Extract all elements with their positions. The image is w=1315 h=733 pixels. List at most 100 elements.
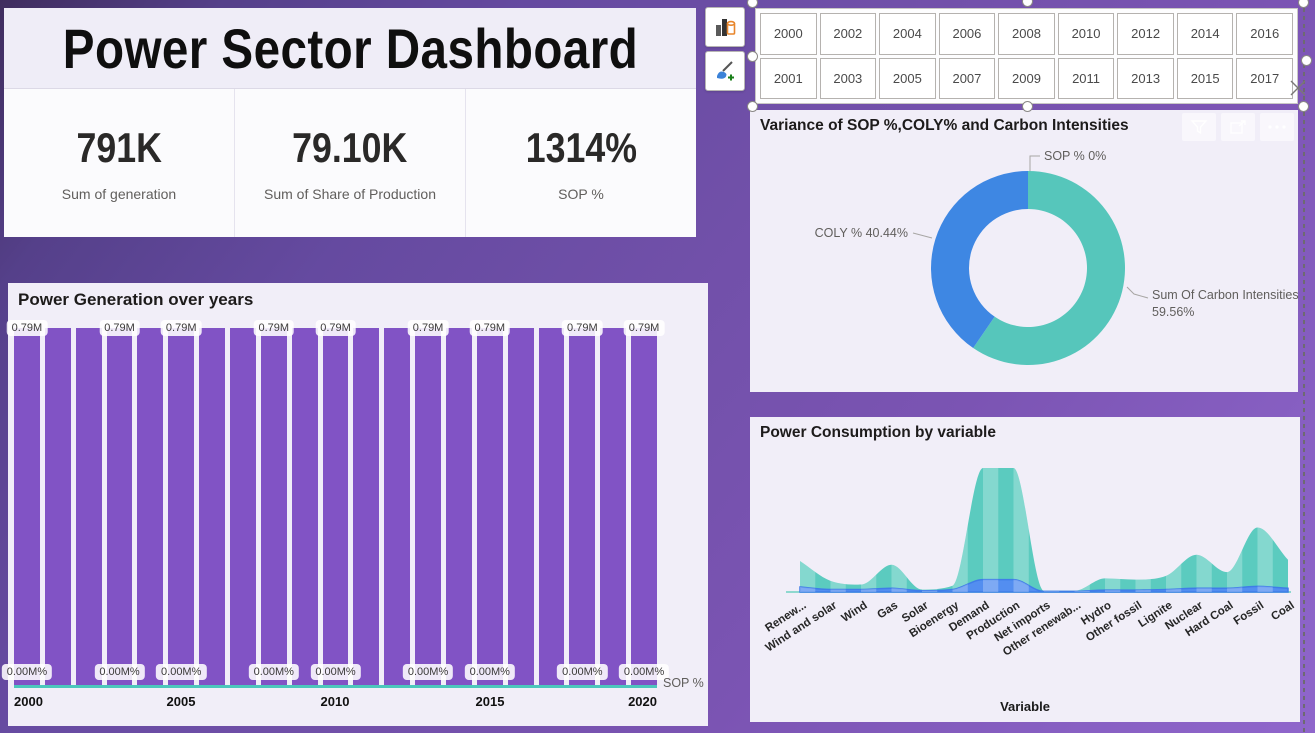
donut-slice-sum-of-carbon-intensities[interactable] [973,171,1125,365]
x-tick: 2015 [475,694,505,709]
donut-label-carbon: Sum Of Carbon Intensities 59.56% [1152,288,1299,319]
year-button-2009[interactable]: 2009 [998,57,1055,99]
year-slicer: 2000 2002 2004 2006 2008 2010 2012 2014 2016 2001… [755,8,1298,104]
kpi-label: Sum of Share of Production [264,186,436,202]
x-category-label: Wind [840,599,870,624]
bar-2008[interactable] [260,328,287,686]
bar-2015[interactable] [476,328,503,686]
power-generation-chart: Power Generation over years 0.79M 0.00M% 0… [1,283,708,726]
variance-donut-chart: Variance of SOP %,COLY% and Carbon Inten… [750,110,1299,392]
bar-2013[interactable] [415,328,442,686]
bar-2020[interactable] [631,328,658,686]
bar-2000[interactable] [14,328,40,686]
bar-2010[interactable] [322,328,349,686]
bar-2001[interactable] [44,328,71,686]
area-bands [800,579,1288,592]
paintbrush-glyph [717,61,734,81]
bar-2016[interactable] [507,328,534,686]
year-button-2014[interactable]: 2014 [1176,13,1234,55]
bar-2017[interactable] [538,328,565,686]
kpi-value: 791K [76,124,162,171]
bar-2006[interactable] [199,328,226,686]
focus-mode-icon[interactable] [1221,113,1255,141]
bar-2004[interactable] [137,328,164,686]
bar-2011[interactable] [353,328,380,686]
x-category-label: Gas [875,599,900,621]
year-button-2001[interactable]: 2001 [760,57,817,99]
callout-line [1029,155,1040,172]
year-button-2007[interactable]: 2007 [938,57,996,99]
chart-title: Power Generation over years [18,290,254,309]
bar-2014[interactable] [446,328,472,686]
resize-handle[interactable] [1298,101,1309,112]
dashboard-title-bar: Power Sector Dashboard [4,8,696,89]
more-options-icon[interactable] [1260,113,1294,141]
bar-2018[interactable] [569,328,596,686]
resize-handle[interactable] [747,51,758,62]
year-button-2000[interactable]: 2000 [760,13,817,55]
kpi-value: 1314% [525,124,637,171]
year-button-2008[interactable]: 2008 [998,13,1055,55]
year-button-2013[interactable]: 2013 [1117,57,1174,99]
kpi-label: Sum of generation [61,186,177,202]
kpi-sum-of-share-of-production: 79.10K Sum of Share of Production [235,89,466,237]
visual-data-icon[interactable] [705,7,745,47]
x-tick: 2000 [14,694,43,709]
page-title: Power Sector Dashboard [62,16,638,80]
year-button-2006[interactable]: 2006 [938,13,996,55]
format-paintbrush-icon[interactable] [705,51,745,91]
x-tick: 2010 [320,694,350,709]
year-slicer-grid: 2000 2002 2004 2006 2008 2010 2012 2014 2016 2001… [756,9,1297,103]
x-axis-title: Variable [1000,699,1050,714]
bar-2002[interactable] [75,328,102,686]
kpi-value: 79.10K [292,124,408,171]
year-button-2003[interactable]: 2003 [819,57,877,99]
donut-slice-coly-[interactable] [931,171,1028,349]
header-card: Power Sector Dashboard 791K Sum of gener… [4,8,696,237]
x-category-label: Fossil [1232,599,1266,627]
resize-handle[interactable] [1022,101,1033,112]
close-icon[interactable] [1288,78,1308,98]
filter-icon[interactable] [1182,113,1216,141]
bar-series [14,328,658,686]
bar-2019[interactable] [600,328,627,686]
x-category-label: Coal [1269,599,1296,623]
year-button-2005[interactable]: 2005 [879,57,936,99]
power-consumption-chart: Power Consumption by variable Renew... Wi… [750,417,1300,722]
donut-label-sop: SOP % 0% [1044,149,1107,163]
year-button-2010[interactable]: 2010 [1057,13,1115,55]
area-chart[interactable]: Renew...Wind and solar Wind Gas SolarBioene… [750,417,1300,722]
x-tick: 2020 [628,694,657,709]
year-button-2004[interactable]: 2004 [879,13,936,55]
chart-title: Variance of SOP %,COLY% and Carbon Inten… [760,117,1129,134]
year-button-2015[interactable]: 2015 [1176,57,1234,99]
bar-2012[interactable] [384,328,411,686]
x-tick: 2005 [166,694,196,709]
resize-handle[interactable] [1022,0,1033,7]
donut-label-coly: COLY % 40.44% [814,226,908,240]
sop-line-label: SOP % [663,676,704,690]
year-button-2017[interactable]: 2017 [1236,57,1293,99]
kpi-sop-percent: 1314% SOP % [466,89,696,237]
callout-line [1126,286,1149,299]
area-bands [800,468,1288,592]
resize-handle[interactable] [1298,0,1309,8]
resize-handle[interactable] [747,0,758,8]
year-button-2002[interactable]: 2002 [819,13,877,55]
callout-line [912,232,933,239]
resize-handle[interactable] [747,101,758,112]
bar-2003[interactable] [106,328,133,686]
sop-line-series[interactable] [14,685,657,688]
year-button-2016[interactable]: 2016 [1236,13,1293,55]
visual-header-icons [1182,113,1294,141]
year-button-2011[interactable]: 2011 [1057,57,1115,99]
resize-handle[interactable] [1301,55,1312,66]
donut-chart[interactable] [750,110,1298,392]
chart-title: Power Consumption by variable [760,424,996,441]
bar-2009[interactable] [291,328,318,686]
year-button-2012[interactable]: 2012 [1117,13,1174,55]
kpi-label: SOP % [558,186,604,202]
bar-2005[interactable] [168,328,195,686]
bar-2007[interactable] [230,328,256,686]
